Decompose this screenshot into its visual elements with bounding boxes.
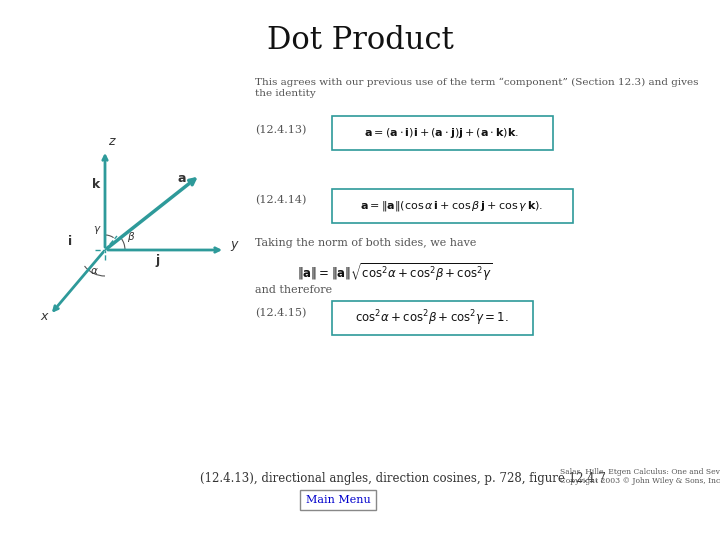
Text: Salas, Hille, Etgen Calculus: One and Several Variables
Copyright 2003 © John Wi: Salas, Hille, Etgen Calculus: One and Se…	[560, 468, 720, 485]
Text: $x$: $x$	[40, 310, 50, 323]
Text: Main Menu: Main Menu	[305, 495, 370, 505]
Text: $z$: $z$	[108, 135, 117, 148]
Text: Taking the norm of both sides, we have: Taking the norm of both sides, we have	[255, 238, 477, 248]
Text: $\mathbf{a}$: $\mathbf{a}$	[177, 172, 186, 185]
Text: $\cos^2\!\alpha + \cos^2\!\beta + \cos^2\!\gamma = 1.$: $\cos^2\!\alpha + \cos^2\!\beta + \cos^2…	[355, 308, 509, 328]
Text: $\gamma$: $\gamma$	[93, 224, 102, 236]
Text: $\mathbf{j}$: $\mathbf{j}$	[155, 252, 161, 269]
Text: Dot Product: Dot Product	[266, 25, 454, 56]
Text: $\mathbf{k}$: $\mathbf{k}$	[91, 177, 102, 191]
Text: $\mathbf{i}$: $\mathbf{i}$	[67, 234, 72, 248]
FancyBboxPatch shape	[332, 189, 573, 223]
Text: $y$: $y$	[230, 239, 240, 253]
Text: (12.4.15): (12.4.15)	[255, 308, 307, 318]
Text: (12.4.13): (12.4.13)	[255, 125, 307, 136]
FancyBboxPatch shape	[300, 490, 376, 510]
Text: This agrees with our previous use of the term “component” (Section 12.3) and giv: This agrees with our previous use of the…	[255, 78, 698, 98]
Text: $\alpha$: $\alpha$	[90, 266, 99, 276]
Text: $\mathbf{a} = \|\mathbf{a}\|(\cos\alpha\, \mathbf{i} + \cos\beta\, \mathbf{j} + : $\mathbf{a} = \|\mathbf{a}\|(\cos\alpha\…	[361, 199, 544, 213]
Text: $\beta$: $\beta$	[127, 230, 135, 244]
FancyBboxPatch shape	[332, 301, 533, 335]
Text: (12.4.14): (12.4.14)	[255, 195, 307, 205]
Text: $\mathbf{a} = (\mathbf{a} \cdot \mathbf{i})\mathbf{i} + (\mathbf{a} \cdot \mathb: $\mathbf{a} = (\mathbf{a} \cdot \mathbf{…	[364, 126, 520, 140]
FancyBboxPatch shape	[332, 116, 553, 150]
Text: and therefore: and therefore	[255, 285, 332, 295]
Text: (12.4.13), directional angles, direction cosines, p. 728, figure 12.4.7: (12.4.13), directional angles, direction…	[200, 472, 606, 485]
Text: $\|\mathbf{a}\| = \|\mathbf{a}\|\sqrt{\cos^2\!\alpha + \cos^2\!\beta + \cos^2\!\: $\|\mathbf{a}\| = \|\mathbf{a}\|\sqrt{\c…	[297, 262, 493, 284]
